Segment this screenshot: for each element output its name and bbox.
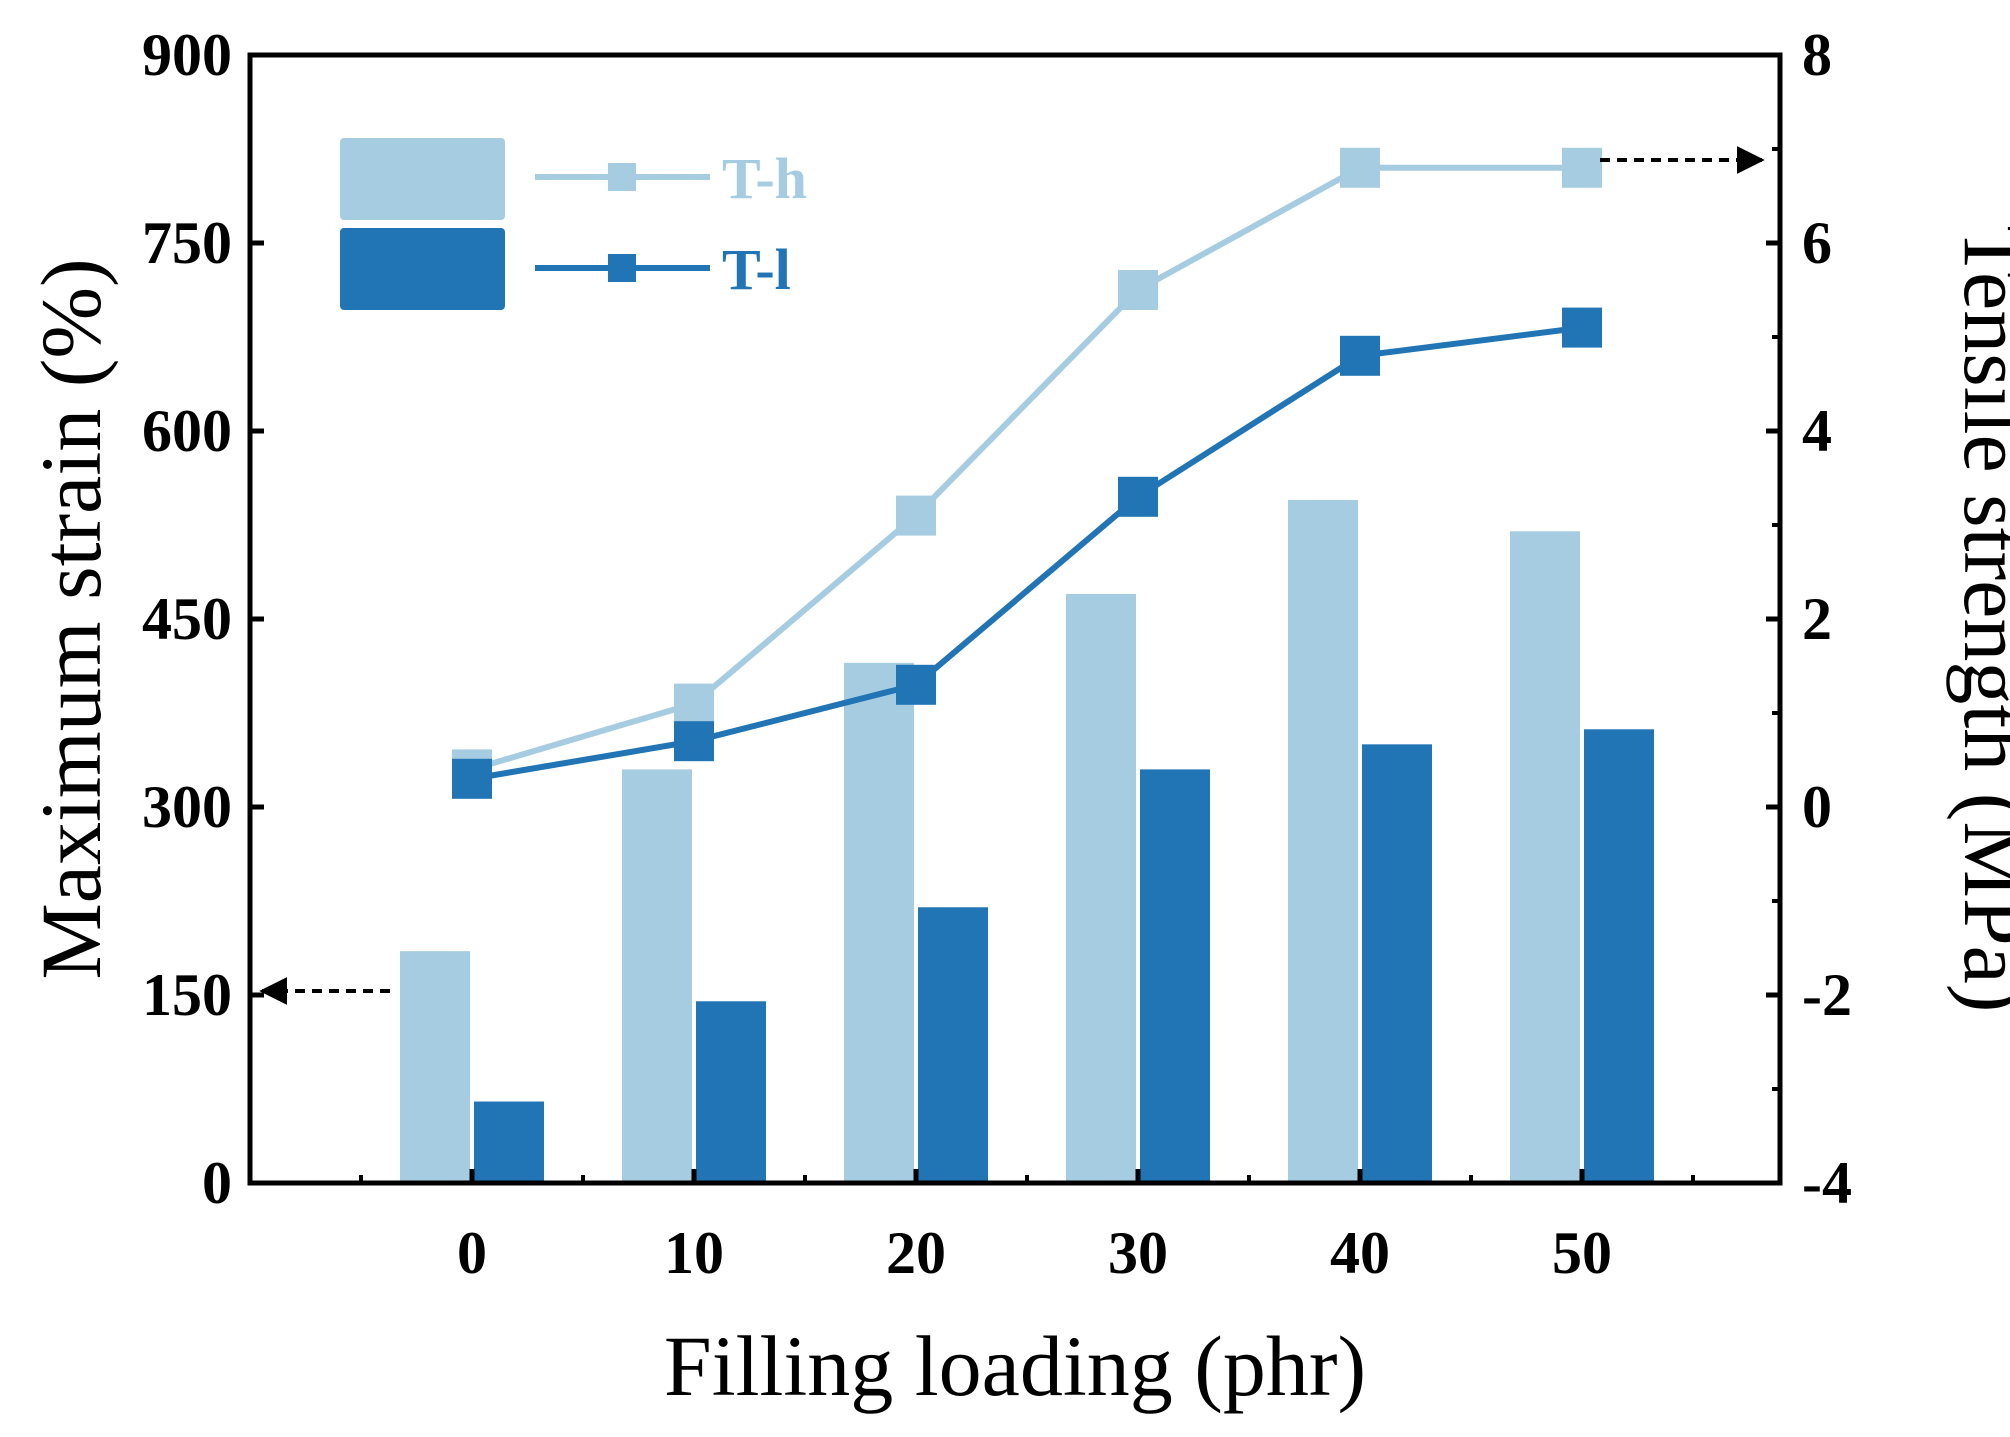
y-left-tick-label-900: 900: [142, 22, 232, 88]
point-t-l-40: [1340, 335, 1380, 376]
x-axis-title: Filling loading (phr): [664, 1318, 1366, 1414]
point-t-h-10: [674, 683, 714, 724]
bars-group: [400, 499, 1654, 1183]
y-right-tick-label-2: 2: [1802, 586, 1832, 652]
y-left-tick-label-150: 150: [142, 962, 232, 1028]
point-t-l-50: [1562, 307, 1602, 348]
ticks-group: 0 10 20 30 40 50 0 150 300 450 600 750 900 -4 -2 0 2 4 6 8: [142, 22, 1852, 1286]
y-right-axis-title: Tensile strength (MPa): [1946, 226, 2010, 1013]
y-left-tick-label-750: 750: [142, 210, 232, 276]
bar-t-l-20: [918, 907, 988, 1183]
legend: T-h T-l: [340, 138, 807, 310]
bar-t-h-30: [1066, 593, 1136, 1183]
bar-t-l-50: [1584, 729, 1654, 1183]
legend-label-th: T-h: [722, 146, 807, 211]
point-t-l-10: [674, 721, 714, 762]
legend-marker-th: [608, 163, 636, 191]
y-left-tick-label-300: 300: [142, 774, 232, 840]
x-tick-label-50: 50: [1552, 1220, 1612, 1286]
y-right-tick-label-4: 4: [1802, 398, 1832, 464]
legend-bar-swatch-tl: [340, 228, 505, 310]
y-right-tick-label--4: -4: [1802, 1150, 1852, 1216]
legend-bar-swatch-th: [340, 138, 505, 220]
bar-t-l-40: [1362, 744, 1432, 1183]
y-left-tick-label-0: 0: [202, 1150, 232, 1216]
bar-t-h-10: [622, 769, 692, 1183]
point-t-h-30: [1118, 270, 1158, 310]
y-right-tick-label-0: 0: [1802, 774, 1832, 840]
y-left-tick-label-450: 450: [142, 586, 232, 652]
y-right-tick-label-6: 6: [1802, 210, 1832, 276]
bar-t-l-10: [696, 1001, 766, 1183]
x-tick-label-40: 40: [1330, 1220, 1390, 1286]
bar-t-h-50: [1510, 531, 1580, 1183]
line-t-l: [471, 324, 1583, 782]
x-tick-label-10: 10: [664, 1220, 724, 1286]
x-tick-label-20: 20: [886, 1220, 946, 1286]
point-t-l-20: [896, 664, 936, 705]
legend-label-tl: T-l: [722, 237, 791, 302]
point-t-h-40: [1340, 147, 1380, 188]
y-left-tick-label-600: 600: [142, 398, 232, 464]
y-left-axis-title: Maximum strain (%): [23, 258, 119, 979]
point-t-h-50: [1562, 147, 1602, 188]
x-tick-label-0: 0: [457, 1220, 487, 1286]
point-t-l-30: [1118, 476, 1158, 517]
bar-t-h-40: [1288, 499, 1358, 1183]
point-t-l-0: [452, 758, 492, 799]
point-t-h-20: [896, 495, 936, 536]
legend-marker-tl: [608, 254, 636, 282]
bar-t-h-20: [844, 662, 914, 1183]
y-right-tick-label--2: -2: [1802, 962, 1852, 1028]
bar-t-h-0: [400, 951, 470, 1183]
x-tick-label-30: 30: [1108, 1220, 1168, 1286]
line-t-h: [471, 164, 1582, 773]
bar-t-l-30: [1140, 769, 1210, 1183]
y-right-tick-label-8: 8: [1802, 22, 1832, 88]
bar-t-l-0: [474, 1101, 544, 1183]
lines-group: [452, 147, 1602, 799]
